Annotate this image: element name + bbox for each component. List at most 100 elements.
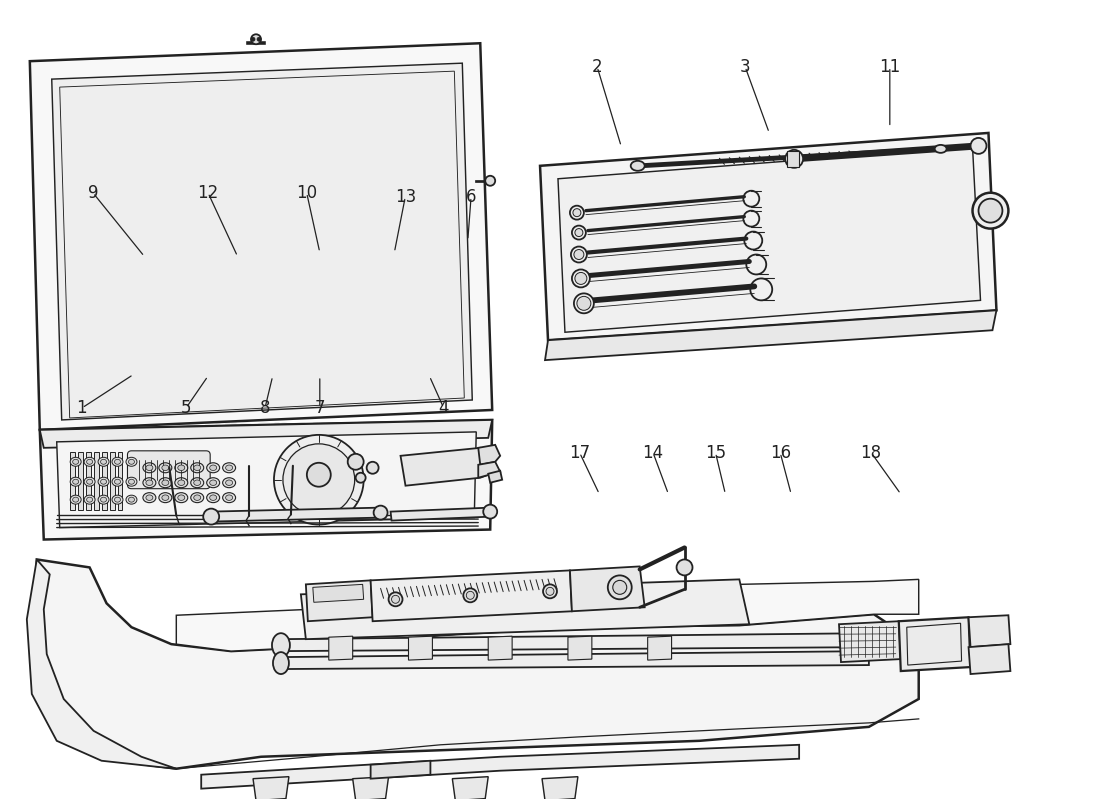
Text: 15: 15 bbox=[705, 444, 726, 462]
Ellipse shape bbox=[73, 479, 78, 484]
Polygon shape bbox=[78, 452, 82, 510]
Text: 7: 7 bbox=[315, 399, 326, 417]
Polygon shape bbox=[542, 777, 578, 800]
Ellipse shape bbox=[87, 459, 92, 464]
Circle shape bbox=[575, 229, 583, 237]
Text: 10: 10 bbox=[296, 184, 317, 202]
Polygon shape bbox=[86, 452, 90, 510]
Ellipse shape bbox=[126, 495, 136, 504]
Polygon shape bbox=[329, 636, 353, 660]
Circle shape bbox=[676, 559, 693, 575]
Polygon shape bbox=[488, 470, 503, 482]
Circle shape bbox=[251, 38, 255, 42]
Polygon shape bbox=[353, 777, 388, 800]
Polygon shape bbox=[968, 615, 1011, 647]
Text: 16: 16 bbox=[770, 444, 791, 462]
Ellipse shape bbox=[222, 462, 235, 473]
Ellipse shape bbox=[158, 478, 172, 488]
Ellipse shape bbox=[194, 465, 200, 470]
Circle shape bbox=[574, 250, 584, 259]
Ellipse shape bbox=[190, 493, 204, 502]
Circle shape bbox=[575, 273, 587, 285]
Text: 14: 14 bbox=[642, 444, 663, 462]
Ellipse shape bbox=[222, 493, 235, 502]
Circle shape bbox=[466, 591, 474, 599]
Circle shape bbox=[576, 296, 591, 310]
Polygon shape bbox=[899, 618, 970, 671]
Ellipse shape bbox=[158, 493, 172, 502]
Ellipse shape bbox=[112, 458, 123, 466]
Ellipse shape bbox=[73, 497, 78, 502]
Circle shape bbox=[574, 294, 594, 314]
Polygon shape bbox=[94, 452, 99, 510]
Ellipse shape bbox=[158, 462, 172, 473]
Ellipse shape bbox=[84, 478, 95, 486]
Polygon shape bbox=[26, 559, 176, 769]
Circle shape bbox=[613, 580, 627, 594]
Ellipse shape bbox=[87, 497, 92, 502]
Circle shape bbox=[572, 226, 586, 239]
Ellipse shape bbox=[146, 495, 153, 501]
Ellipse shape bbox=[100, 497, 107, 502]
Ellipse shape bbox=[226, 495, 232, 501]
Text: eurospares: eurospares bbox=[184, 416, 359, 444]
Text: 5: 5 bbox=[180, 399, 191, 417]
Ellipse shape bbox=[70, 458, 81, 466]
Polygon shape bbox=[568, 636, 592, 660]
Polygon shape bbox=[478, 445, 500, 465]
Ellipse shape bbox=[222, 478, 235, 488]
Ellipse shape bbox=[273, 652, 289, 674]
Polygon shape bbox=[176, 579, 918, 651]
Polygon shape bbox=[408, 636, 432, 660]
Text: 9: 9 bbox=[88, 184, 98, 202]
Circle shape bbox=[388, 592, 403, 606]
Polygon shape bbox=[570, 566, 645, 611]
Ellipse shape bbox=[143, 478, 156, 488]
Circle shape bbox=[307, 462, 331, 486]
Polygon shape bbox=[30, 43, 492, 430]
Ellipse shape bbox=[98, 458, 109, 466]
Circle shape bbox=[573, 209, 581, 217]
Circle shape bbox=[257, 38, 261, 42]
Circle shape bbox=[543, 584, 557, 598]
Ellipse shape bbox=[210, 495, 217, 501]
Polygon shape bbox=[280, 651, 869, 669]
Circle shape bbox=[204, 509, 219, 525]
Polygon shape bbox=[253, 777, 289, 800]
Ellipse shape bbox=[143, 462, 156, 473]
Ellipse shape bbox=[129, 479, 134, 484]
Ellipse shape bbox=[73, 459, 78, 464]
Circle shape bbox=[348, 454, 364, 470]
Polygon shape bbox=[280, 633, 869, 651]
Polygon shape bbox=[452, 777, 488, 800]
Ellipse shape bbox=[87, 479, 92, 484]
Polygon shape bbox=[968, 644, 1011, 674]
Polygon shape bbox=[371, 761, 430, 778]
Circle shape bbox=[463, 588, 477, 602]
Polygon shape bbox=[788, 151, 799, 167]
Polygon shape bbox=[558, 147, 980, 332]
Ellipse shape bbox=[126, 458, 136, 466]
Polygon shape bbox=[52, 63, 472, 420]
Circle shape bbox=[570, 206, 584, 220]
Ellipse shape bbox=[194, 480, 200, 486]
Polygon shape bbox=[306, 580, 373, 622]
Ellipse shape bbox=[190, 478, 204, 488]
Ellipse shape bbox=[226, 480, 232, 486]
Polygon shape bbox=[400, 448, 488, 486]
Polygon shape bbox=[390, 508, 492, 521]
Text: 11: 11 bbox=[879, 58, 901, 76]
FancyBboxPatch shape bbox=[128, 451, 210, 489]
Ellipse shape bbox=[226, 465, 232, 470]
Ellipse shape bbox=[114, 479, 121, 484]
Text: 1: 1 bbox=[77, 399, 87, 417]
Ellipse shape bbox=[630, 161, 645, 170]
Ellipse shape bbox=[175, 478, 188, 488]
Polygon shape bbox=[40, 420, 492, 539]
Polygon shape bbox=[648, 636, 672, 660]
Circle shape bbox=[970, 138, 987, 154]
Ellipse shape bbox=[162, 495, 168, 501]
Circle shape bbox=[608, 575, 631, 599]
Ellipse shape bbox=[190, 462, 204, 473]
Polygon shape bbox=[312, 584, 364, 602]
